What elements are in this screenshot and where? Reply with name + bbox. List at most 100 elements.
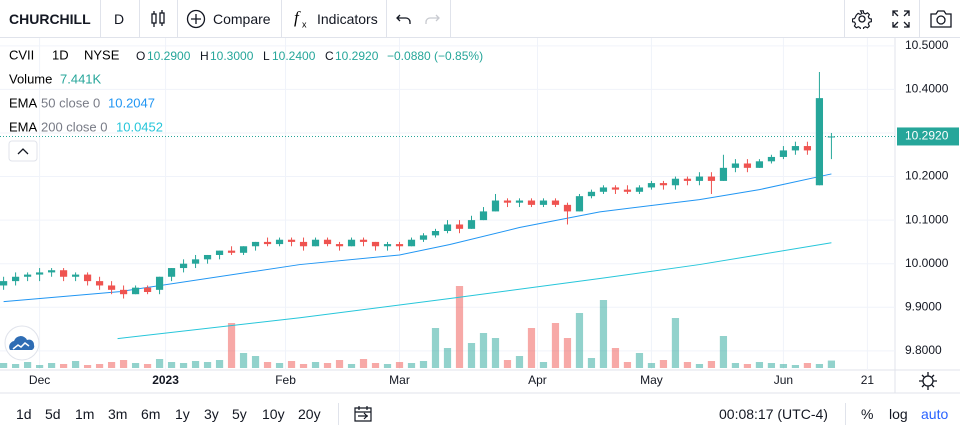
- legend-change: −0.0880 (−0.85%): [387, 49, 483, 63]
- candle-body: [107, 285, 116, 290]
- candle-body: [359, 239, 368, 242]
- volume-value: 7.441K: [60, 71, 102, 86]
- candle-body: [443, 224, 452, 232]
- legend-symbol: CVII: [9, 47, 34, 62]
- candle-body: [395, 244, 404, 247]
- separator: [450, 0, 451, 38]
- candle-body: [407, 239, 416, 247]
- percent-toggle[interactable]: %: [861, 406, 874, 422]
- legend-low: 10.2400: [272, 49, 316, 63]
- volume-bar: [0, 363, 8, 368]
- chart-style-button[interactable]: [149, 9, 167, 29]
- candle-body: [635, 187, 644, 192]
- candle-body: [515, 200, 524, 203]
- volume-bar: [767, 363, 776, 368]
- settings-button[interactable]: [852, 9, 872, 29]
- separator: [100, 0, 101, 38]
- volume-bar: [719, 336, 728, 368]
- candle-body: [731, 163, 740, 168]
- volume-bar: [635, 353, 644, 368]
- range-button[interactable]: 1m: [75, 406, 95, 422]
- x-tick-label: 2023: [152, 373, 179, 387]
- auto-toggle[interactable]: auto: [921, 406, 949, 422]
- volume-bar: [671, 318, 680, 368]
- log-toggle[interactable]: log: [889, 406, 908, 422]
- range-button[interactable]: 3y: [204, 406, 219, 422]
- separator: [844, 0, 845, 38]
- last-price-tag: [897, 127, 959, 146]
- undo-redo[interactable]: [396, 11, 444, 27]
- compare-button[interactable]: Compare: [213, 11, 271, 27]
- candle-body: [347, 239, 356, 247]
- volume-bar: [71, 361, 80, 368]
- candle-body: [719, 167, 728, 181]
- range-button[interactable]: 5d: [45, 406, 61, 422]
- candle-body: [167, 268, 176, 277]
- volume-bar: [731, 363, 740, 368]
- candle-body: [551, 200, 560, 205]
- indicators-button[interactable]: Indicators: [317, 11, 378, 27]
- last-price-label: 10.2920: [905, 129, 949, 143]
- volume-bar: [359, 359, 368, 368]
- separator: [177, 0, 178, 38]
- collapse-legend-button[interactable]: [8, 140, 38, 162]
- candle-body: [119, 289, 128, 295]
- volume-bar: [347, 364, 356, 368]
- candle-body: [275, 239, 284, 245]
- candle-body: [0, 281, 8, 286]
- candle-body: [707, 176, 716, 181]
- ema50-params: 50 close 0: [41, 95, 100, 110]
- chart-pane: 9.8000 9.9000 10.0000 10.1000 10.2000 10.3000…: [0, 38, 960, 394]
- range-button[interactable]: 6m: [141, 406, 161, 422]
- symbol-button[interactable]: CHURCHILL: [9, 11, 91, 27]
- candle-body: [83, 274, 92, 282]
- candle-body: [71, 274, 80, 277]
- volume-bar: [203, 362, 212, 368]
- candle-body: [527, 200, 536, 205]
- candle-body: [95, 281, 104, 286]
- candle-body: [383, 244, 392, 247]
- volume-bar: [551, 323, 560, 368]
- volume-bar: [311, 362, 320, 368]
- volume-bar: [779, 364, 788, 368]
- volume-bar: [215, 360, 224, 368]
- separator: [338, 403, 339, 425]
- range-button[interactable]: 20y: [298, 406, 321, 422]
- ema200-value: 10.0452: [116, 119, 163, 134]
- candle-body: [203, 254, 212, 260]
- volume-bar: [275, 363, 284, 368]
- volume-bar: [107, 362, 116, 368]
- candle-body: [131, 287, 140, 295]
- volume-bar: [287, 361, 296, 368]
- range-button[interactable]: 1d: [16, 406, 32, 422]
- bottom-toolbar: 1d 5d 1m 3m 6m 1y 3y 5y 10y 20y 00:08:17 (UTC-4) …: [0, 395, 960, 433]
- candle-body: [575, 196, 584, 212]
- range-button[interactable]: 3m: [108, 406, 128, 422]
- screenshot-button[interactable]: [930, 9, 952, 29]
- volume-bar: [503, 360, 512, 368]
- range-button[interactable]: 10y: [262, 406, 285, 422]
- volume-bar: [23, 362, 32, 368]
- range-button[interactable]: 5y: [232, 406, 247, 422]
- volume-bar: [479, 333, 488, 368]
- x-tick-label: Jun: [774, 373, 793, 387]
- range-button[interactable]: 1y: [175, 406, 190, 422]
- compare-icon[interactable]: [186, 9, 206, 29]
- goto-date-button[interactable]: [354, 405, 372, 423]
- ema50-label: EMA: [9, 95, 38, 110]
- interval-button[interactable]: D: [114, 11, 125, 27]
- candle-body: [491, 200, 500, 212]
- separator: [919, 0, 920, 38]
- x-tick-label: Dec: [29, 373, 50, 387]
- candle-body: [215, 250, 224, 255]
- candle-body: [191, 259, 200, 264]
- fullscreen-button[interactable]: [892, 10, 910, 28]
- volume-bar: [251, 356, 260, 368]
- watermark-logo: [4, 325, 40, 361]
- volume-bar: [191, 361, 200, 368]
- candle-body: [299, 241, 308, 247]
- crosshair-settings[interactable]: [919, 372, 937, 390]
- volume-bar: [587, 358, 596, 368]
